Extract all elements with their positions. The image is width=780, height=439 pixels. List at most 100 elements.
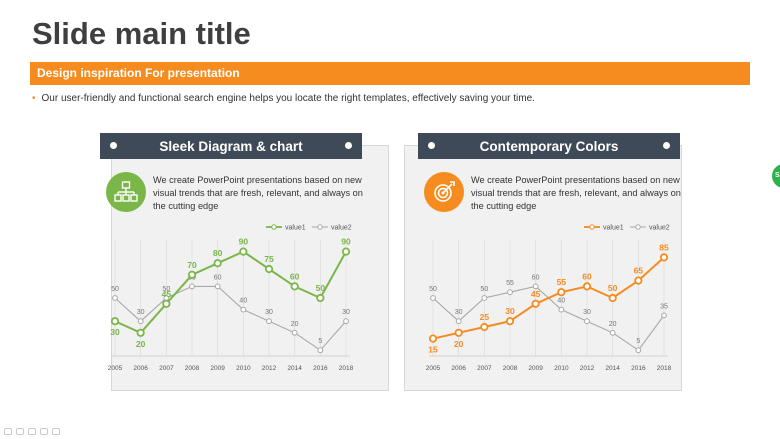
x-tick-label: 2006 xyxy=(133,365,148,372)
x-tick-label: 2016 xyxy=(313,365,328,372)
data-label: 55 xyxy=(557,277,567,287)
series-line-value2 xyxy=(432,285,665,351)
data-point xyxy=(608,293,617,303)
x-tick-label: 2005 xyxy=(108,365,123,372)
data-label: 5 xyxy=(318,338,322,345)
line-chart-green: 2005 2006 2007 2008 2009 2010 2012 2014 2016 2018… xyxy=(108,224,354,372)
data-point xyxy=(661,312,667,319)
data-point xyxy=(507,289,513,296)
data-point xyxy=(316,293,325,303)
data-point xyxy=(137,318,144,325)
data-label: 20 xyxy=(136,339,146,349)
data-point xyxy=(343,318,349,325)
header-dot-icon xyxy=(663,142,670,149)
series-line-value1 xyxy=(114,250,347,335)
data-label: 50 xyxy=(429,286,437,293)
data-point xyxy=(213,259,222,268)
data-label: 30 xyxy=(583,309,591,316)
series-line-value2 xyxy=(114,285,347,351)
data-point xyxy=(558,306,565,313)
data-point xyxy=(582,282,592,291)
card-title: Sleek Diagram & chart xyxy=(159,139,303,154)
card-description: We create PowerPoint presentations based… xyxy=(471,175,681,211)
data-label: 90 xyxy=(341,237,351,247)
data-label: 30 xyxy=(137,309,145,316)
data-label: 30 xyxy=(505,306,515,316)
x-tick-label: 2008 xyxy=(185,365,200,372)
slideshow-toolbar xyxy=(4,426,60,436)
data-label: 30 xyxy=(265,309,273,316)
data-point xyxy=(291,329,298,336)
data-point xyxy=(505,317,515,326)
legend-marker xyxy=(589,224,595,230)
data-point xyxy=(531,299,540,308)
data-point xyxy=(428,334,438,343)
data-label: 20 xyxy=(291,321,299,328)
hierarchy-icon xyxy=(106,172,146,212)
data-point xyxy=(341,247,351,256)
x-tick-label: 2008 xyxy=(503,365,518,372)
data-point xyxy=(136,328,145,337)
x-tick-label: 2009 xyxy=(210,365,225,372)
card-header-diagram: Sleek Diagram & chart xyxy=(100,133,362,159)
data-label: 50 xyxy=(316,283,326,293)
data-point xyxy=(609,329,616,336)
data-label: 35 xyxy=(660,303,668,310)
x-tick-label: 2006 xyxy=(451,365,466,372)
data-point xyxy=(187,270,197,279)
data-point xyxy=(481,295,488,301)
data-point xyxy=(239,247,248,256)
card-diagram xyxy=(111,145,389,391)
legend-label: value2 xyxy=(649,225,670,232)
data-label: 30 xyxy=(455,309,463,316)
data-label: 30 xyxy=(342,309,350,316)
data-label: 20 xyxy=(609,321,617,328)
legend-label: value1 xyxy=(603,225,624,232)
slides-grid-icon[interactable] xyxy=(16,427,24,435)
header-dot-icon xyxy=(345,142,352,149)
x-tick-label: 2010 xyxy=(236,365,251,372)
data-label: 45 xyxy=(162,289,172,299)
legend-label: value2 xyxy=(331,225,352,232)
x-tick-label: 2014 xyxy=(287,365,302,372)
target-icon xyxy=(424,172,464,212)
data-label: 60 xyxy=(290,271,300,281)
data-point xyxy=(110,317,120,326)
data-label: 50 xyxy=(608,283,618,293)
sidebar-badge[interactable]: Sli xyxy=(772,164,780,188)
subtitle-banner: Design inspiration For presentation xyxy=(30,62,750,85)
x-tick-label: 2005 xyxy=(426,365,441,372)
data-point xyxy=(635,347,642,354)
data-label: 50 xyxy=(162,286,170,293)
data-point xyxy=(454,328,463,337)
slide-title: Slide main title xyxy=(32,16,251,51)
header-dot-icon xyxy=(428,142,435,149)
prev-arrow-icon[interactable] xyxy=(4,427,12,435)
data-point xyxy=(557,288,566,297)
pointer-icon[interactable] xyxy=(52,427,60,435)
data-point xyxy=(430,295,436,301)
data-label: 90 xyxy=(239,237,249,247)
data-label: 60 xyxy=(532,274,540,281)
data-label: 80 xyxy=(213,248,223,258)
pen-icon[interactable] xyxy=(40,427,48,435)
header-dot-icon xyxy=(110,142,117,149)
x-tick-label: 2012 xyxy=(580,365,595,372)
data-point xyxy=(659,253,669,262)
data-label: 25 xyxy=(480,312,490,322)
data-label: 40 xyxy=(239,298,247,305)
card-title: Contemporary Colors xyxy=(479,139,619,154)
bullet-item: • Our user-friendly and functional search… xyxy=(32,93,535,104)
data-point xyxy=(214,283,221,290)
x-tick-label: 2018 xyxy=(339,365,354,372)
data-point xyxy=(240,306,247,313)
data-label: 60 xyxy=(582,271,592,281)
zoom-icon[interactable] xyxy=(28,427,36,435)
data-point xyxy=(634,276,643,285)
series-line-value1 xyxy=(432,256,665,340)
data-point xyxy=(162,299,171,308)
data-point xyxy=(317,347,324,354)
data-label: 50 xyxy=(480,286,488,293)
banner-text: Design inspiration For presentation xyxy=(37,66,240,80)
card-header-colors: Contemporary Colors xyxy=(418,133,680,159)
